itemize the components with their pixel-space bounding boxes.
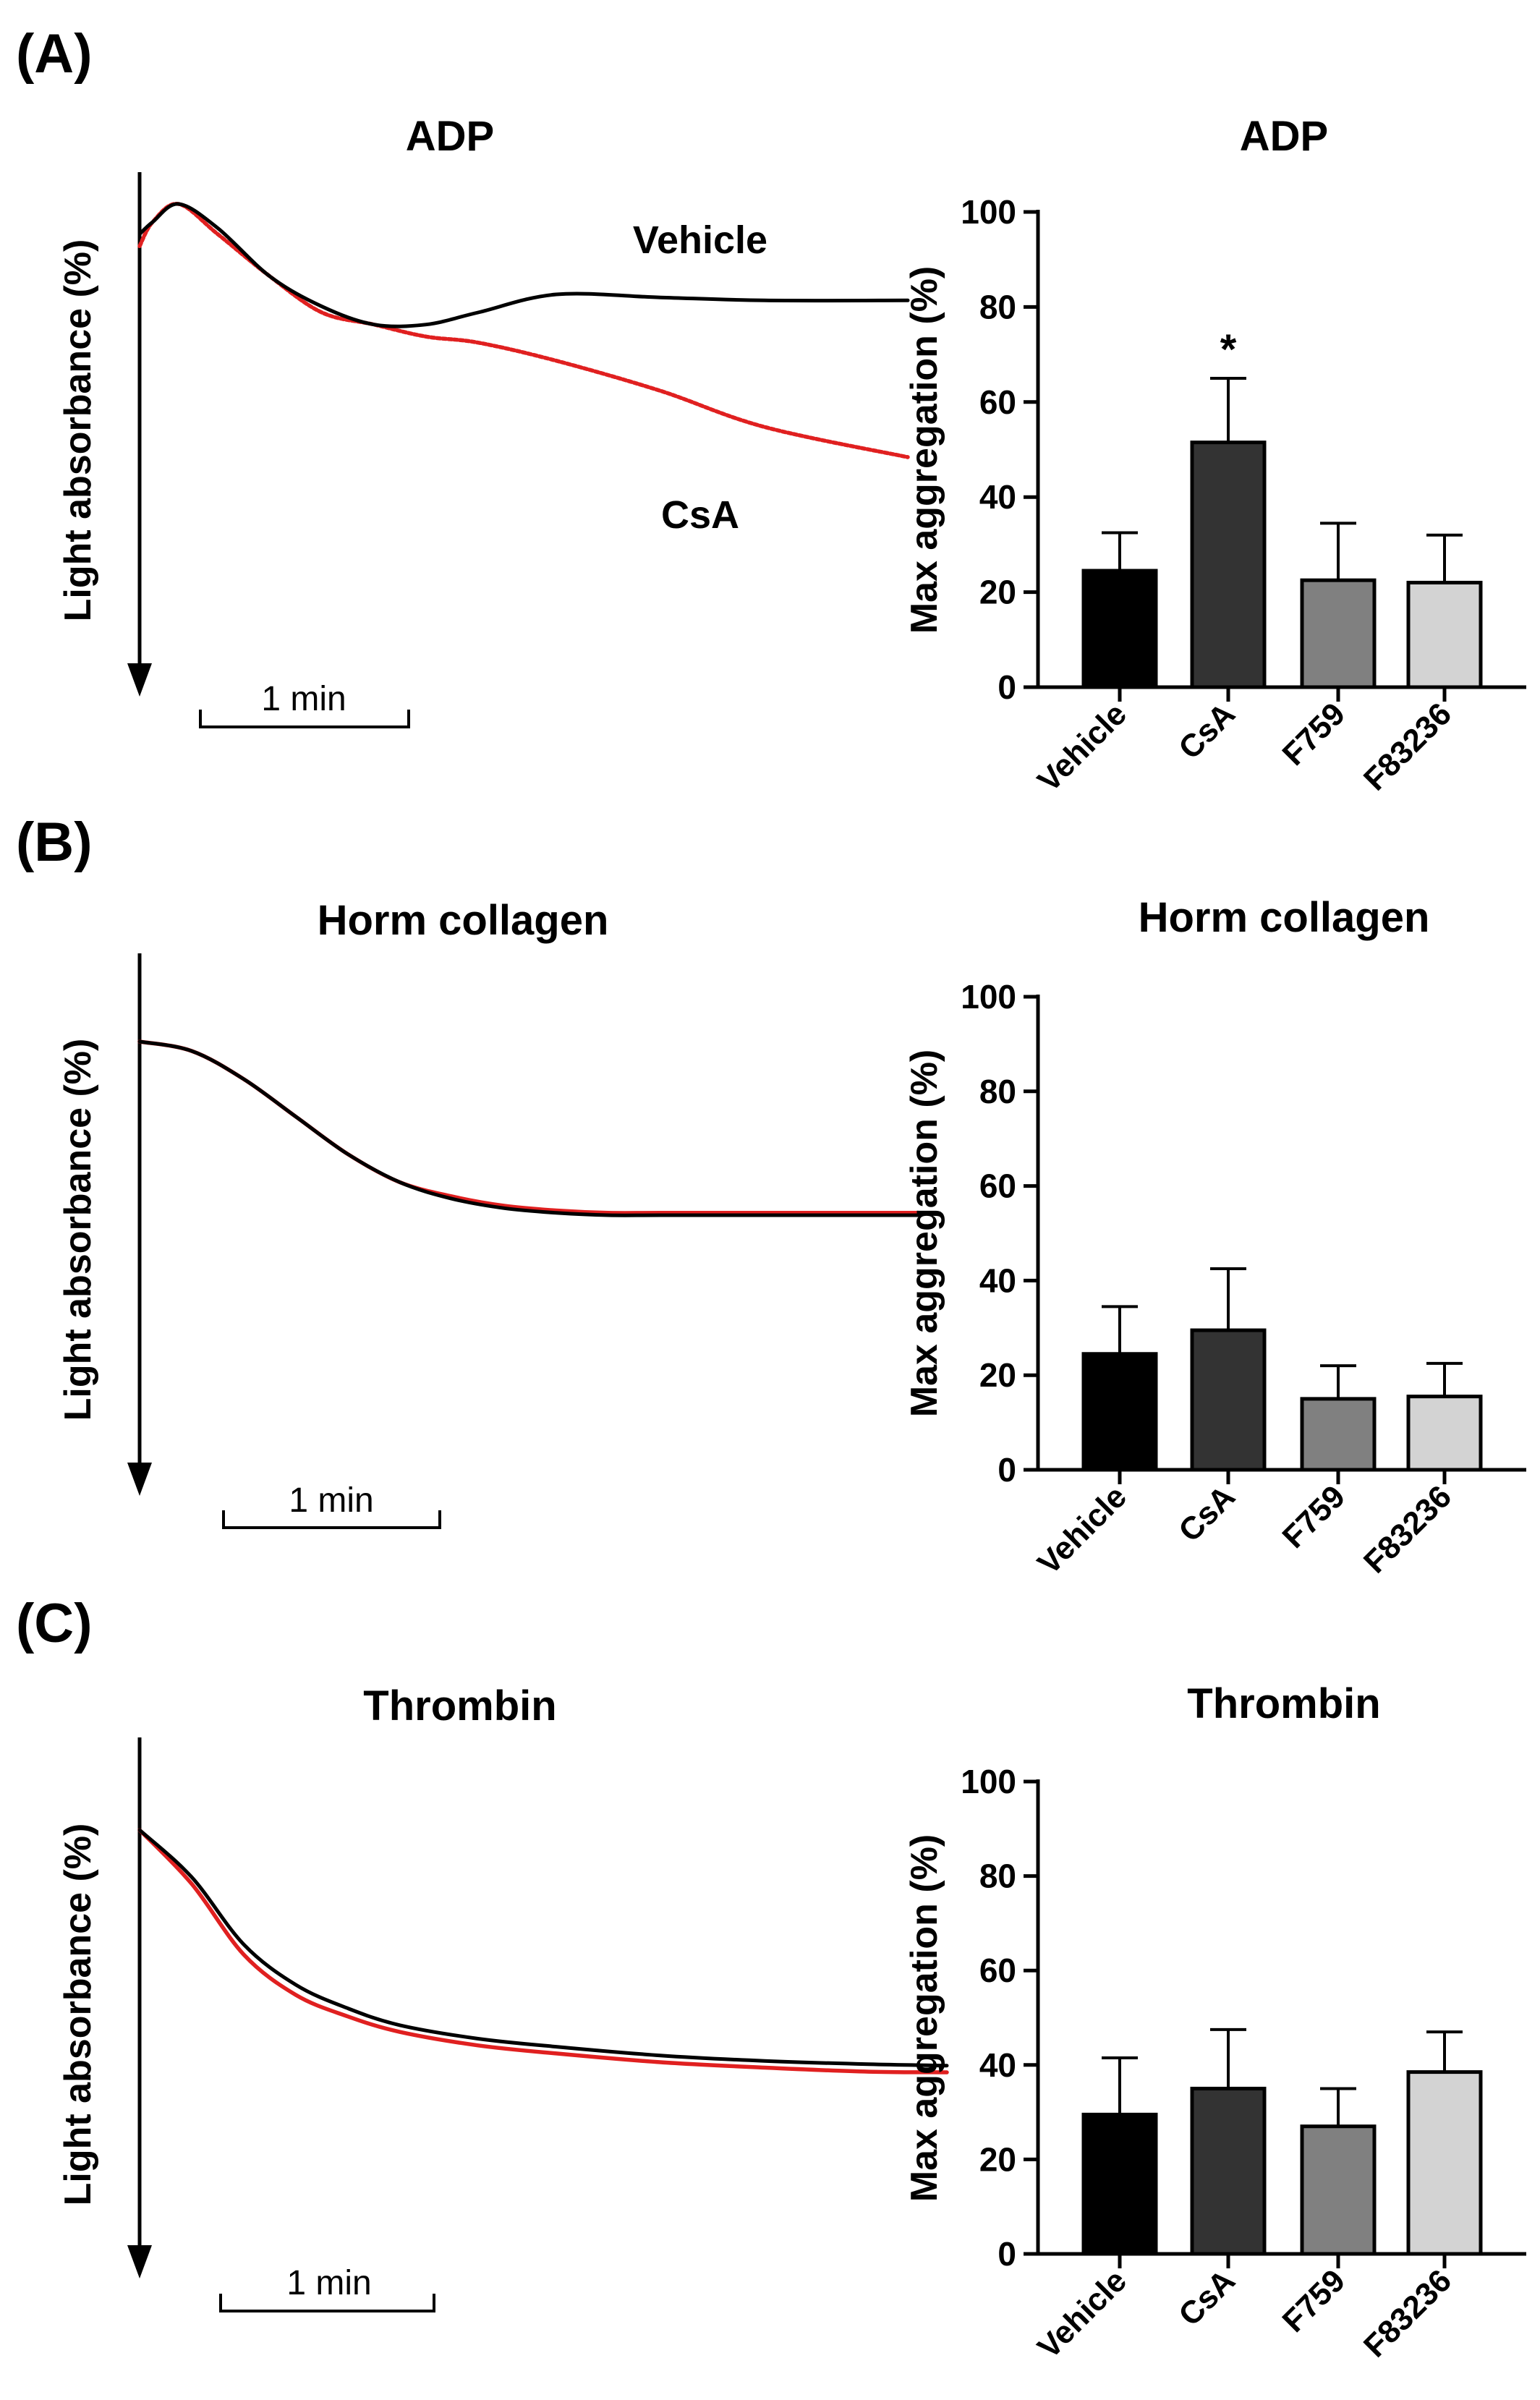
- trace-line-c-csa: [137, 1828, 949, 2075]
- bar-b-f83236: [1406, 1395, 1483, 1472]
- scale-label-c: 1 min: [286, 2264, 371, 2302]
- trace-axis-arrow-b: [127, 1463, 152, 1496]
- trace-title-c: Thrombin: [363, 1682, 556, 1729]
- bar-c-f83236: [1406, 2070, 1483, 2256]
- trace-label-vehicle: Vehicle: [633, 218, 767, 262]
- bar-a-f759: [1300, 578, 1377, 689]
- bar-ytick-label-c-80: 80: [979, 1858, 1016, 1895]
- bar-a-f83236: [1406, 580, 1483, 689]
- bar-category-label-b-0: Vehicle: [1031, 1478, 1133, 1581]
- bar-ytick-label-c-100: 100: [961, 1763, 1016, 1800]
- scale-bar-b: [222, 1510, 441, 1529]
- bar-category-label-c-1: CsA: [1172, 2263, 1242, 2333]
- bar-ytick-label-c-0: 0: [997, 2235, 1016, 2273]
- bar-category-label-b-2: F759: [1276, 1478, 1353, 1555]
- bar-category-label-c-3: F83236: [1357, 2263, 1458, 2364]
- trace-axis-arrow-c: [127, 2245, 152, 2278]
- trace-ylabel-c: Light absorbance (%): [57, 1824, 99, 2206]
- bar-ytick-label-a-20: 20: [979, 574, 1016, 611]
- trace-line-b-vehicle: [137, 1039, 923, 1217]
- scale-label-b: 1 min: [289, 1481, 373, 1520]
- figure-static-layer: (A) (B) (C) ADP Horm collagen Thrombin A…: [16, 23, 1429, 2302]
- bar-c-csa: [1190, 2086, 1267, 2256]
- bar-ylabel-b: Max aggregation (%): [903, 1050, 945, 1418]
- bar-title-a: ADP: [1240, 113, 1328, 160]
- bar-ytick-label-b-100: 100: [961, 978, 1016, 1016]
- panel-letter-a: (A): [16, 23, 93, 85]
- bar-ylabel-c: Max aggregation (%): [903, 1834, 945, 2203]
- trace-line-c-vehicle: [137, 1828, 949, 2068]
- bar-a-vehicle: [1081, 569, 1158, 689]
- panel-letter-b: (B): [16, 812, 93, 873]
- bar-c-f759: [1300, 2124, 1377, 2256]
- trace-title-a: ADP: [406, 113, 494, 160]
- scale-bar-c: [219, 2294, 435, 2312]
- bar-category-label-a-3: F83236: [1357, 696, 1458, 797]
- bar-ytick-label-b-80: 80: [979, 1073, 1016, 1110]
- bar-ytick-label-c-40: 40: [979, 2046, 1016, 2084]
- bar-ytick-label-a-40: 40: [979, 478, 1016, 516]
- bar-ytick-label-b-40: 40: [979, 1261, 1016, 1299]
- bar-a-csa: [1190, 441, 1267, 689]
- figure-data-layer: Max aggregation (%) 0 20 40 60 80 100 Vehicle Cs…: [127, 172, 1526, 2365]
- trace-line-b-csa: [137, 1039, 923, 1215]
- bar-ytick-label-a-60: 60: [979, 383, 1016, 421]
- bar-category-label-a-2: F759: [1276, 696, 1353, 773]
- bar-ytick-label-b-60: 60: [979, 1167, 1016, 1205]
- bar-b-csa: [1190, 1328, 1267, 1472]
- trace-label-csa: CsA: [661, 493, 739, 537]
- bar-ytick-label-b-20: 20: [979, 1356, 1016, 1394]
- trace-ylabel-b: Light absorbance (%): [57, 1039, 99, 1421]
- bar-ytick-label-b-0: 0: [997, 1451, 1016, 1489]
- bar-category-label-c-2: F759: [1276, 2263, 1353, 2339]
- bar-title-c: Thrombin: [1187, 1680, 1380, 1727]
- bar-b-vehicle: [1081, 1352, 1158, 1472]
- bar-c-vehicle: [1081, 2112, 1158, 2256]
- scale-bar-a: [199, 710, 410, 728]
- bar-category-label-b-3: F83236: [1357, 1478, 1458, 1580]
- trace-ylabel-a: Light absorbance (%): [57, 239, 99, 622]
- bar-b-f759: [1300, 1397, 1377, 1472]
- bar-category-label-a-1: CsA: [1172, 696, 1242, 766]
- significance-marker-a: *: [1220, 326, 1237, 373]
- bar-ytick-label-a-0: 0: [997, 668, 1016, 706]
- bar-ylabel-a: Max aggregation (%): [903, 266, 945, 634]
- bar-ytick-label-a-80: 80: [979, 288, 1016, 325]
- bar-category-label-b-1: CsA: [1172, 1478, 1242, 1549]
- bar-ytick-label-c-20: 20: [979, 2140, 1016, 2178]
- trace-line-a-csa: [137, 202, 910, 459]
- bar-title-b: Horm collagen: [1139, 894, 1430, 941]
- trace-axis-arrow-a: [127, 663, 152, 697]
- bar-category-label-a-0: Vehicle: [1031, 696, 1133, 799]
- panel-letter-c: (C): [16, 1593, 93, 1654]
- bar-ytick-label-c-60: 60: [979, 1952, 1016, 1989]
- trace-line-a-vehicle: [137, 202, 910, 328]
- trace-title-b: Horm collagen: [318, 897, 609, 944]
- bar-ytick-label-a-100: 100: [961, 193, 1016, 231]
- bar-category-label-c-0: Vehicle: [1031, 2263, 1133, 2365]
- scale-label-a: 1 min: [261, 680, 346, 718]
